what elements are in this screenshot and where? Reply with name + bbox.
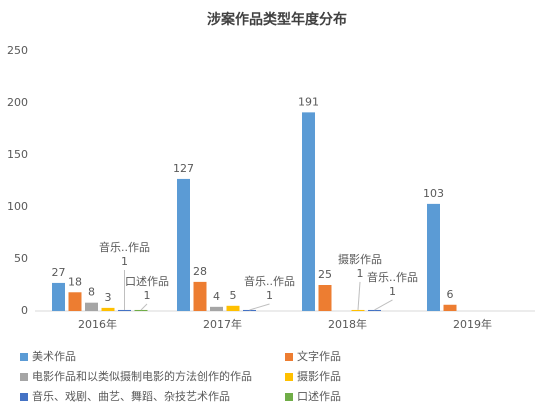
legend-label: 口述作品 xyxy=(297,390,341,403)
bar xyxy=(351,309,365,311)
callout-name: 音乐..作品 xyxy=(99,240,150,254)
callout-line xyxy=(357,281,361,310)
legend-label: 音乐、戏剧、曲艺、舞蹈、杂技艺术作品 xyxy=(32,389,230,403)
bar xyxy=(302,112,315,311)
legend-swatch xyxy=(20,393,28,401)
bar xyxy=(210,306,223,311)
bar xyxy=(427,203,440,311)
x-tick-label: 2018年 xyxy=(328,317,367,331)
bar xyxy=(68,292,82,311)
value-label: 1 xyxy=(357,267,364,280)
value-label: 4 xyxy=(213,290,220,303)
callout-line xyxy=(249,303,270,311)
value-label: 191 xyxy=(298,95,319,108)
legend-label: 摄影作品 xyxy=(297,369,341,383)
bar xyxy=(193,281,207,311)
legend-swatch xyxy=(285,393,293,401)
y-tick-label: 250 xyxy=(7,44,28,57)
x-tick-label: 2019年 xyxy=(453,317,492,331)
value-label: 8 xyxy=(88,286,95,299)
x-tick-label: 2016年 xyxy=(78,317,117,331)
legend-swatch xyxy=(20,373,28,381)
legend-label: 文字作品 xyxy=(297,349,341,363)
y-tick-label: 100 xyxy=(7,200,28,213)
bar xyxy=(226,305,240,311)
bar xyxy=(443,304,457,311)
bar xyxy=(118,309,131,311)
y-tick-label: 200 xyxy=(7,96,28,109)
y-tick-label: 0 xyxy=(21,304,28,317)
bar xyxy=(85,302,98,311)
legend-swatch xyxy=(285,353,293,361)
legend-label: 电影作品和以类似摄制电影的方法创作的作品 xyxy=(32,369,252,383)
callout-line xyxy=(140,303,148,311)
legend-label: 美术作品 xyxy=(32,350,76,363)
callout-name: 口述作品 xyxy=(125,275,169,288)
chart-title: 涉案作品类型年度分布 xyxy=(207,11,347,28)
bar xyxy=(52,282,65,311)
legend-swatch xyxy=(20,353,28,361)
y-tick-label: 50 xyxy=(14,252,28,265)
bar xyxy=(368,309,381,311)
bar xyxy=(318,285,332,311)
value-label: 1 xyxy=(121,255,128,268)
value-label: 127 xyxy=(173,162,194,175)
value-label: 28 xyxy=(193,265,207,278)
callout-line xyxy=(374,299,393,311)
value-label: 25 xyxy=(318,268,332,281)
value-label: 1 xyxy=(389,285,396,298)
value-label: 1 xyxy=(266,289,273,302)
callout-name: 音乐..作品 xyxy=(244,274,295,288)
bar xyxy=(243,309,256,311)
bar xyxy=(177,178,190,311)
callout-name: 音乐..作品 xyxy=(367,270,418,284)
value-label: 6 xyxy=(447,288,454,301)
legend-swatch xyxy=(285,373,293,381)
y-tick-label: 150 xyxy=(7,148,28,161)
value-label: 1 xyxy=(144,289,151,302)
bar xyxy=(101,307,115,311)
value-label: 3 xyxy=(105,291,112,304)
value-label: 5 xyxy=(230,289,237,302)
value-label: 18 xyxy=(68,275,82,288)
x-tick-label: 2017年 xyxy=(203,317,242,331)
bar xyxy=(134,309,148,311)
value-label: 27 xyxy=(52,266,66,279)
value-label: 103 xyxy=(423,187,444,200)
callout-name: 摄影作品 xyxy=(338,252,382,266)
